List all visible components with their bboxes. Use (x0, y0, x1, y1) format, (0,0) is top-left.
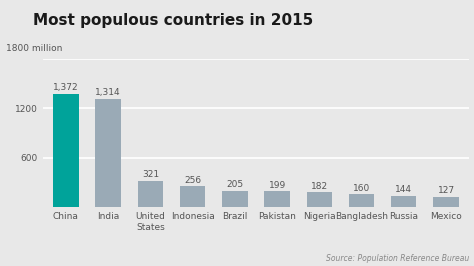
Text: 1,314: 1,314 (95, 88, 121, 97)
Text: 144: 144 (395, 185, 412, 194)
Bar (349, 194, 374, 207)
Text: 1800 million: 1800 million (6, 44, 63, 53)
Text: 160: 160 (353, 184, 370, 193)
Bar (95, 99, 121, 207)
Bar (222, 190, 247, 207)
Bar (264, 191, 290, 207)
Text: 321: 321 (142, 171, 159, 180)
Bar (391, 196, 417, 207)
Text: Source: Population Reference Bureau: Source: Population Reference Bureau (326, 254, 469, 263)
Bar (53, 94, 79, 207)
Text: 205: 205 (226, 180, 244, 189)
Bar (433, 197, 459, 207)
Text: 199: 199 (268, 181, 286, 189)
Text: 1,372: 1,372 (53, 84, 79, 93)
Bar (307, 192, 332, 207)
Text: 256: 256 (184, 176, 201, 185)
Bar (137, 181, 163, 207)
Text: Most populous countries in 2015: Most populous countries in 2015 (33, 13, 313, 28)
Bar (180, 186, 205, 207)
Text: 182: 182 (311, 182, 328, 191)
Text: 127: 127 (438, 186, 455, 196)
